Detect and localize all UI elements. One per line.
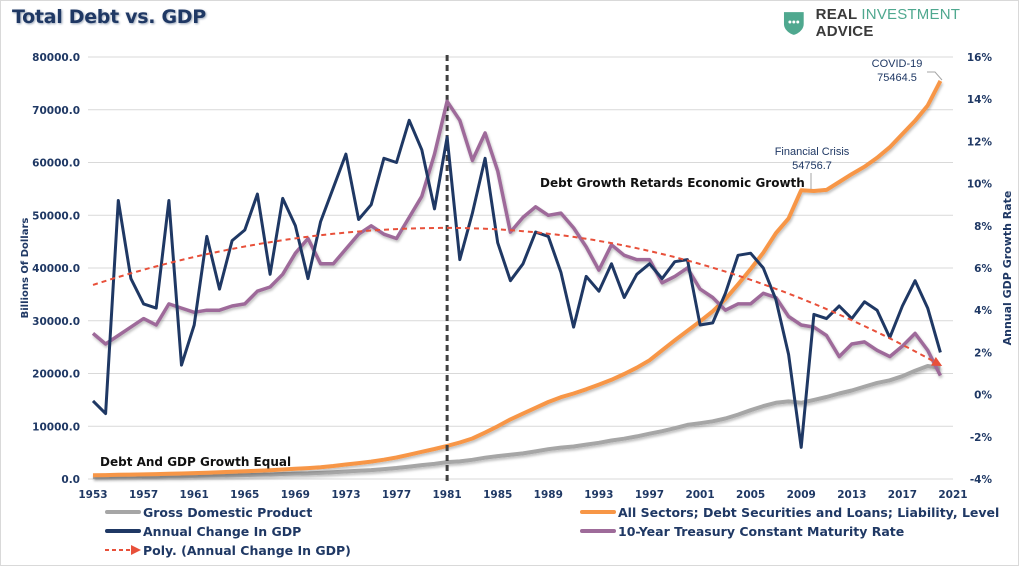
- shield-chat-icon: [783, 12, 804, 35]
- right-axis-title: Annual GDP Growth Rate: [1001, 191, 1014, 346]
- left-axis-tick-label: 30000.0: [32, 316, 80, 328]
- legend-swatch-gdp: [105, 510, 141, 514]
- series-line-treasury: [91, 99, 942, 377]
- legend-swatch-gdp-change: [105, 529, 141, 533]
- legend-item-treasury[interactable]: 10-Year Treasury Constant Maturity Rate: [580, 523, 904, 539]
- x-axis-tick-label: 2009: [787, 489, 816, 501]
- x-axis-tick-label: 1973: [331, 489, 360, 501]
- x-axis-tick-label: 2013: [837, 489, 866, 501]
- right-axis-tick-label: 0%: [974, 390, 992, 402]
- right-axis-tick-label: 4%: [974, 305, 992, 317]
- legend-item-gdp[interactable]: Gross Domestic Product: [105, 504, 312, 520]
- left-axis-tick-label: 0.0: [61, 474, 80, 486]
- left-axis-tick-label: 50000.0: [32, 210, 80, 222]
- left-axis-ticks: 0.0 10000.0 20000.0 30000.0 40000.0 50000.0 60…: [32, 52, 80, 486]
- x-axis-tick-label: 1961: [180, 489, 209, 501]
- x-axis-tick-label: 1981: [433, 489, 462, 501]
- brand-logo: REAL INVESTMENT ADVICE: [782, 6, 1019, 40]
- left-axis-tick-label: 20000.0: [32, 369, 80, 381]
- left-axis-title: Billions Of Dollars: [20, 218, 31, 319]
- annotation-equal-growth: Debt And GDP Growth Equal: [100, 455, 291, 469]
- right-axis-tick-label: 6%: [974, 263, 992, 275]
- x-axis-tick-label: 1965: [230, 489, 259, 501]
- chart-title: Total Debt vs. GDP: [12, 6, 206, 28]
- brand-name: REAL INVESTMENT ADVICE: [816, 6, 1019, 40]
- x-axis-tick-label: 2021: [938, 489, 967, 501]
- right-axis-tick-label: 16%: [967, 52, 993, 64]
- x-axis-tick-label: 1989: [534, 489, 563, 501]
- left-axis-tick-label: 80000.0: [32, 52, 80, 64]
- legend-item-gdp-change[interactable]: Annual Change In GDP: [105, 523, 301, 539]
- right-axis-tick-label: 10%: [967, 179, 993, 191]
- left-axis-tick-label: 60000.0: [32, 158, 80, 170]
- trendline-poly: [92, 226, 943, 367]
- left-axis-tick-label: 40000.0: [32, 263, 80, 275]
- annotation-debt-retards: Debt Growth Retards Economic Growth: [540, 176, 805, 190]
- callout-financial-crisis-label: Financial Crisis: [775, 146, 850, 158]
- legend-label-gdp: Gross Domestic Product: [143, 504, 313, 520]
- series-group: [91, 55, 943, 483]
- left-axis-tick-label: 70000.0: [32, 105, 80, 117]
- right-axis-tick-label: 14%: [967, 94, 993, 106]
- legend-item-trendline[interactable]: Poly. (Annual Change In GDP): [105, 542, 351, 558]
- right-axis-tick-label: 2%: [974, 347, 992, 359]
- brand-word-real: REAL: [815, 6, 858, 23]
- right-axis-tick-label: -4%: [970, 474, 993, 486]
- callout-covid-value: 75464.5: [877, 72, 917, 84]
- x-axis-tick-label: 1993: [584, 489, 613, 501]
- x-axis-tick-label: 1957: [129, 489, 158, 501]
- brand-word-advice: ADVICE: [815, 23, 874, 40]
- legend-label-debt: All Sectors; Debt Securities and Loans; …: [618, 504, 1000, 520]
- right-axis-tick-label: 12%: [967, 136, 993, 148]
- x-axis-tick-label: 2017: [888, 489, 917, 501]
- legend-label-trendline: Poly. (Annual Change In GDP): [143, 542, 351, 558]
- callout-financial-crisis-value: 54756.7: [792, 160, 832, 172]
- x-axis-tick-label: 1953: [78, 489, 107, 501]
- legend-swatch-treasury: [580, 529, 616, 533]
- x-axis-tick-label: 1997: [635, 489, 664, 501]
- x-axis-tick-label: 1985: [483, 489, 512, 501]
- right-axis-tick-label: -2%: [970, 432, 993, 444]
- series-line-gdp-change: [91, 118, 942, 449]
- legend-swatch-trendline-arrow-icon: [105, 545, 141, 555]
- callout-covid-label: COVID-19: [872, 58, 923, 70]
- series-line-debt: [92, 79, 943, 478]
- x-axis-tick-label: 1969: [281, 489, 310, 501]
- left-axis-tick-label: 10000.0: [32, 421, 80, 433]
- x-axis-tick-label: 1977: [382, 489, 411, 501]
- legend-swatch-debt: [580, 510, 616, 514]
- x-axis-ticks: 1953 1957 1961 1965 1969 1973 1977 1981 1985 1989…: [78, 489, 967, 501]
- x-axis-tick-label: 2005: [736, 489, 765, 501]
- legend-item-debt[interactable]: All Sectors; Debt Securities and Loans; …: [580, 504, 999, 520]
- right-axis-ticks: -4% -2% 0% 2% 4% 6% 8% 10% 12% 14% 16%: [967, 52, 993, 486]
- legend-label-treasury: 10-Year Treasury Constant Maturity Rate: [618, 523, 905, 539]
- drop-lines: [200, 80, 941, 479]
- brand-word-investment: INVESTMENT: [861, 6, 961, 23]
- callout-covid-leader: [927, 71, 943, 81]
- right-axis-tick-label: 8%: [974, 221, 992, 233]
- series-line-gdp: [92, 364, 941, 479]
- legend-label-gdp-change: Annual Change In GDP: [143, 523, 302, 539]
- x-axis-tick-label: 2001: [685, 489, 714, 501]
